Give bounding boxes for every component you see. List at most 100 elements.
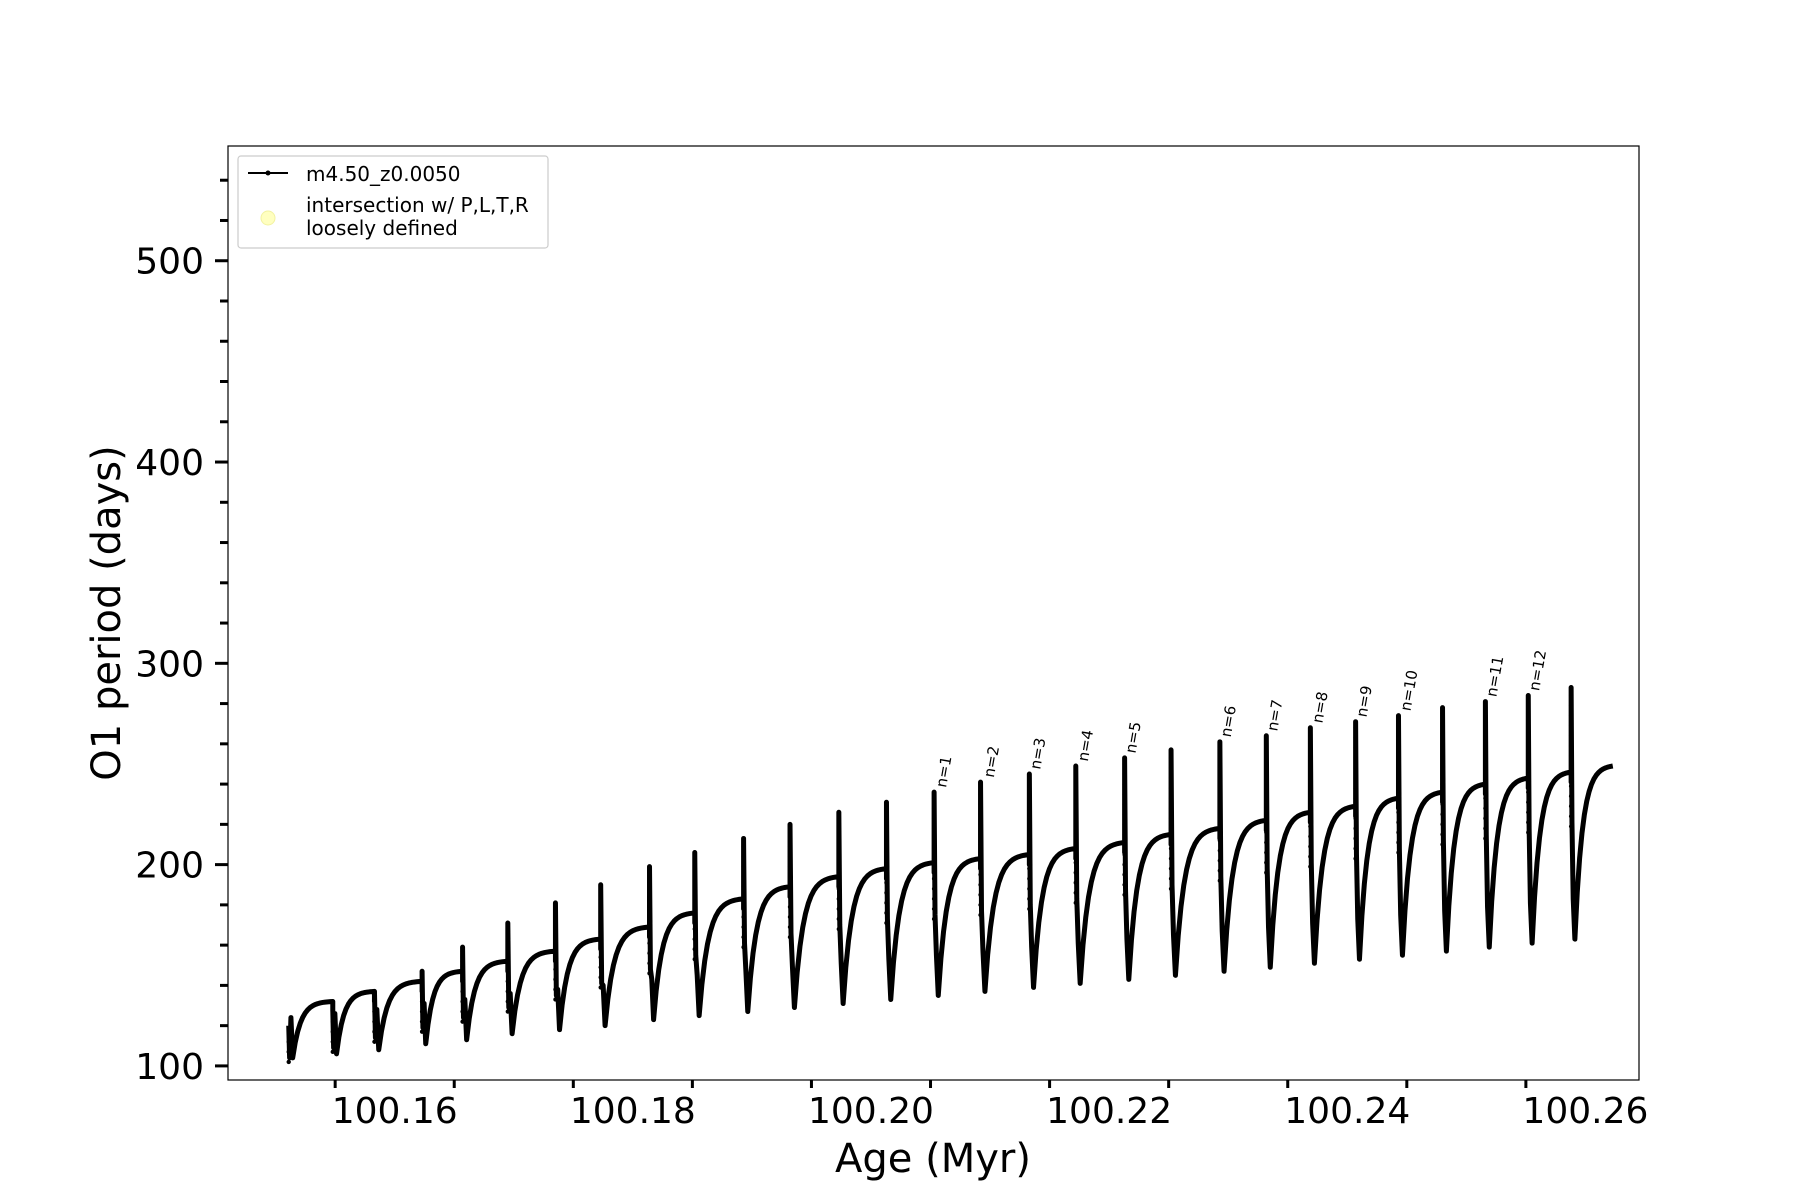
series-point: [598, 955, 603, 960]
series-point: [286, 1059, 291, 1065]
y-tick-label: 400: [135, 443, 204, 484]
series-point: [1568, 703, 1574, 708]
series-point: [931, 795, 937, 801]
series-point: [1353, 816, 1358, 821]
series-point: [1264, 810, 1269, 815]
series-point: [1027, 826, 1032, 831]
series-point: [505, 999, 511, 1004]
series-point: [1353, 735, 1358, 741]
series-point: [741, 844, 746, 849]
series-point: [1440, 791, 1445, 797]
series-point: [1308, 763, 1313, 769]
series-point: [1526, 719, 1531, 724]
pulse-annotation: n=9: [1353, 684, 1376, 718]
series-point: [1073, 890, 1078, 895]
series-point: [1396, 850, 1401, 855]
series-point: [1217, 787, 1223, 793]
series-point: [1396, 789, 1401, 795]
series-point: [419, 999, 425, 1004]
series-point: [372, 1019, 377, 1024]
series-point: [741, 884, 746, 889]
series-point: [978, 902, 983, 908]
series-point: [1568, 814, 1574, 819]
series-point: [692, 886, 697, 891]
series-point: [884, 900, 889, 906]
series-point: [1440, 731, 1445, 736]
series-point: [978, 872, 983, 877]
series-point: [1308, 743, 1313, 749]
series-point: [419, 1009, 425, 1014]
series-point: [787, 884, 793, 889]
series-point: [978, 892, 983, 898]
series-point: [1483, 826, 1488, 831]
series-point: [505, 969, 511, 974]
pulse-annotation: n=5: [1122, 720, 1145, 754]
series-point: [1027, 846, 1032, 851]
series-point: [931, 826, 937, 831]
series-point: [1396, 820, 1401, 825]
series-point: [1526, 759, 1531, 765]
series-point: [1353, 745, 1358, 751]
series-point: [1483, 775, 1488, 781]
series-point: [692, 926, 697, 932]
series-point: [836, 926, 842, 932]
series-point: [1027, 886, 1032, 891]
series-point: [505, 948, 511, 954]
series-point: [931, 806, 937, 811]
series-point: [419, 969, 425, 974]
series-point: [1308, 804, 1313, 809]
series-point: [1122, 802, 1127, 807]
series-point: [884, 810, 889, 815]
series-point: [1168, 755, 1174, 761]
pulse-annotation: n=10: [1397, 669, 1422, 713]
series-point: [1217, 828, 1223, 833]
series-point: [1483, 816, 1488, 821]
series-point: [978, 882, 983, 887]
series-point: [598, 894, 603, 900]
series-point: [884, 830, 889, 835]
series-point: [741, 894, 746, 900]
series-point: [505, 1009, 511, 1014]
series-point: [1217, 757, 1223, 763]
series-point: [1073, 870, 1078, 875]
series-point: [647, 870, 652, 875]
series-point: [1217, 818, 1223, 823]
series-point: [1264, 789, 1269, 795]
series-point: [1264, 830, 1269, 835]
series-point: [553, 936, 558, 942]
series-point: [1122, 842, 1127, 847]
pulse-annotation: n=11: [1482, 655, 1507, 699]
series-point: [598, 944, 603, 950]
series-point: [1217, 747, 1223, 753]
series-point: [1440, 741, 1445, 747]
series-point: [598, 975, 603, 980]
series-point: [647, 950, 652, 956]
series-point: [1353, 795, 1358, 801]
series-point: [1073, 900, 1078, 906]
series-point: [1027, 836, 1032, 841]
series-point: [372, 989, 377, 994]
x-tick-label: 100.16: [332, 1091, 458, 1132]
series-point: [1526, 800, 1531, 805]
series-line: [286, 684, 1614, 1061]
series-point: [978, 822, 983, 827]
series-point: [884, 860, 889, 865]
series-point: [1483, 836, 1488, 841]
series-point: [1568, 804, 1574, 809]
series-point: [787, 854, 793, 859]
series-point: [1440, 751, 1445, 757]
series-point: [1396, 729, 1401, 734]
series-point: [1168, 806, 1174, 811]
series-point: [1483, 725, 1488, 730]
series-point: [647, 961, 652, 966]
series-point: [330, 1019, 335, 1024]
series-point: [1027, 896, 1032, 902]
series-point: [1483, 806, 1488, 811]
series-point: [1027, 806, 1032, 811]
series-point: [647, 930, 652, 936]
series-point: [1168, 846, 1174, 851]
x-tick-label: 100.26: [1522, 1091, 1648, 1132]
series-point: [1353, 775, 1358, 781]
series-point: [1027, 906, 1032, 912]
series-point: [553, 946, 558, 952]
